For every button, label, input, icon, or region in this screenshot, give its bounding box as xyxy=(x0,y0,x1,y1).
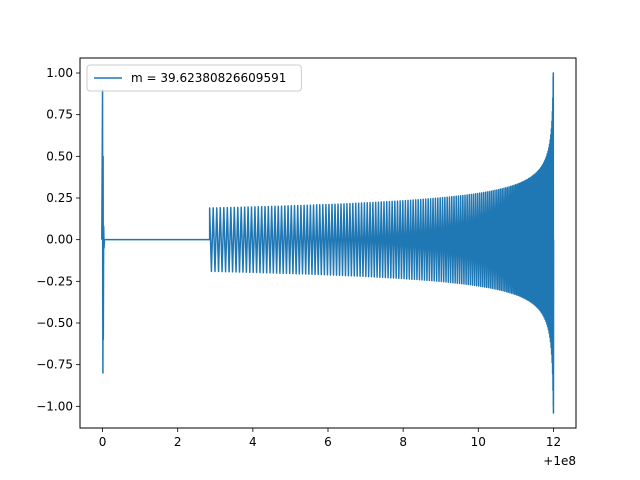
legend-box xyxy=(86,64,302,92)
y-tick-label: 0.50 xyxy=(46,149,73,163)
y-tick-label: 0.75 xyxy=(46,108,73,122)
x-axis-ticks: 0 2 4 6 8 10 12 xyxy=(99,428,561,449)
y-tick-label: −0.50 xyxy=(36,316,73,330)
legend-entry: m = 39.62380826609591 xyxy=(131,71,286,85)
y-axis-ticks: −1.00 −0.75 −0.50 −0.25 0.00 0.25 0.50 0.75 1.00 xyxy=(36,66,80,413)
x-tick-label: 0 xyxy=(99,435,107,449)
x-tick-label: 12 xyxy=(546,435,561,449)
x-tick-label: 10 xyxy=(471,435,486,449)
y-tick-label: 1.00 xyxy=(46,66,73,80)
x-tick-label: 8 xyxy=(399,435,407,449)
series-layer xyxy=(101,72,555,414)
y-tick-label: 0.00 xyxy=(46,233,73,247)
y-tick-label: 0.25 xyxy=(46,191,73,205)
x-axis-offset-label: +1e8 xyxy=(543,454,576,468)
y-tick-label: −0.75 xyxy=(36,358,73,372)
y-tick-label: −0.25 xyxy=(36,274,73,288)
x-tick-label: 4 xyxy=(249,435,257,449)
series-line xyxy=(101,72,555,414)
x-tick-label: 6 xyxy=(324,435,332,449)
x-tick-label: 2 xyxy=(174,435,182,449)
y-tick-label: −1.00 xyxy=(36,399,73,413)
legend: m = 39.62380826609591 xyxy=(86,64,302,92)
